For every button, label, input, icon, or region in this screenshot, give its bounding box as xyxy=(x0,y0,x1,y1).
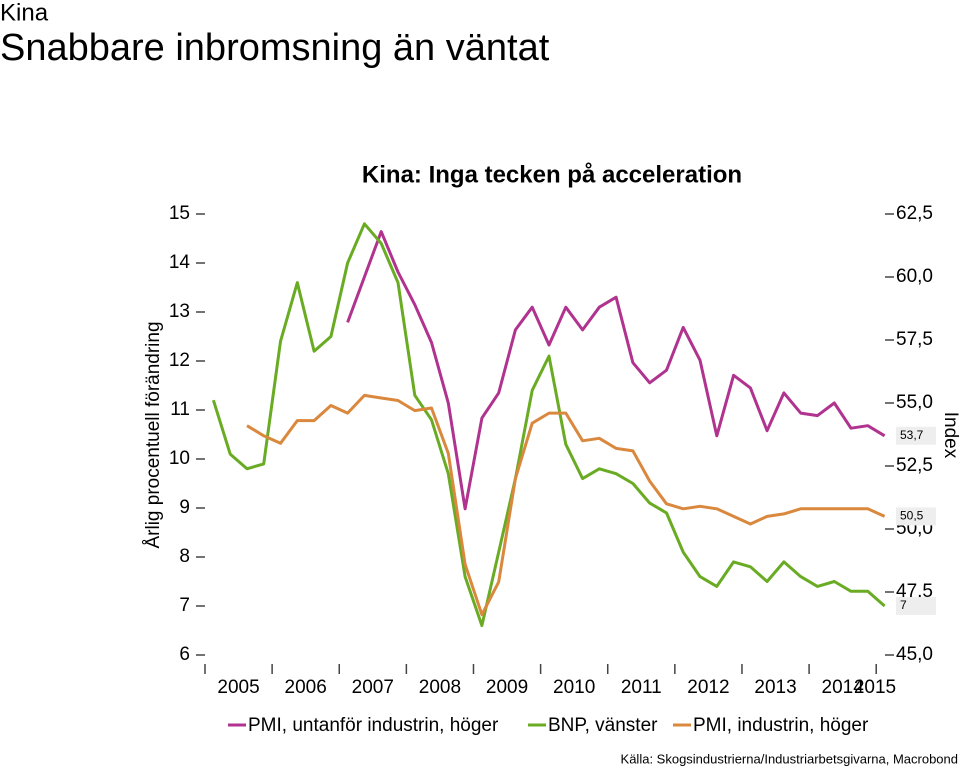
x-tick-label: 2007 xyxy=(352,677,394,698)
x-tick-label: 2005 xyxy=(217,677,259,698)
annotation-box xyxy=(896,507,936,526)
kicker: Kina xyxy=(0,0,49,26)
x-tick-label: 2011 xyxy=(621,677,662,698)
legend-label: BNP, vänster xyxy=(548,715,658,736)
series-line xyxy=(246,393,886,617)
legend-label: PMI, industrin, höger xyxy=(693,715,869,736)
y2-tick-label: 62,5 xyxy=(896,203,933,224)
x-tick-label: 2010 xyxy=(553,677,595,698)
legend-label: PMI, untanför industrin, höger xyxy=(248,715,499,736)
annotation-label: 7 xyxy=(900,598,907,612)
y-tick-label: 15 xyxy=(169,203,190,224)
y2-tick-label: 60,0 xyxy=(896,266,933,287)
y2-tick-label: 57,5 xyxy=(896,329,933,350)
x-tick-label: 2015 xyxy=(854,677,896,698)
y-tick-label: 11 xyxy=(170,399,190,420)
y-tick-label: 14 xyxy=(169,252,191,273)
y-tick-label: 8 xyxy=(179,546,190,567)
x-tick-label: 2009 xyxy=(486,677,528,698)
x-tick-label: 2013 xyxy=(754,677,796,698)
annotation-label: 50,5 xyxy=(900,509,924,523)
chart-title: Kina: Inga tecken på acceleration xyxy=(362,161,742,188)
y2-axis-label: Index xyxy=(940,412,960,459)
y2-tick-label: 55,0 xyxy=(896,392,933,413)
x-tick-label: 2006 xyxy=(285,677,327,698)
y-axis-label: Årlig procentuell förändring xyxy=(143,321,164,548)
annotation-label: 53,7 xyxy=(900,428,924,442)
annotation-box xyxy=(896,597,936,615)
y-tick-label: 7 xyxy=(179,595,190,616)
y2-tick-label: 47,5 xyxy=(896,581,933,602)
x-tick-label: 2014 xyxy=(822,677,865,698)
y2-tick-label: 45,0 xyxy=(896,644,933,665)
y-tick-label: 12 xyxy=(169,350,190,371)
page-title: Snabbare inbromsning än väntat xyxy=(0,27,550,69)
y2-tick-label: 52,5 xyxy=(896,455,933,476)
x-tick-label: 2008 xyxy=(419,677,461,698)
x-tick-label: 2012 xyxy=(687,677,729,698)
series-line xyxy=(211,222,886,628)
y-tick-label: 10 xyxy=(169,448,190,469)
y-tick-label: 9 xyxy=(179,497,190,518)
source: Källa: Skogsindustrierna/Industriarbetsg… xyxy=(621,751,958,766)
series-line xyxy=(346,230,886,511)
y-tick-label: 13 xyxy=(169,301,190,322)
annotation-box xyxy=(896,426,936,445)
y-tick-label: 6 xyxy=(179,644,190,665)
